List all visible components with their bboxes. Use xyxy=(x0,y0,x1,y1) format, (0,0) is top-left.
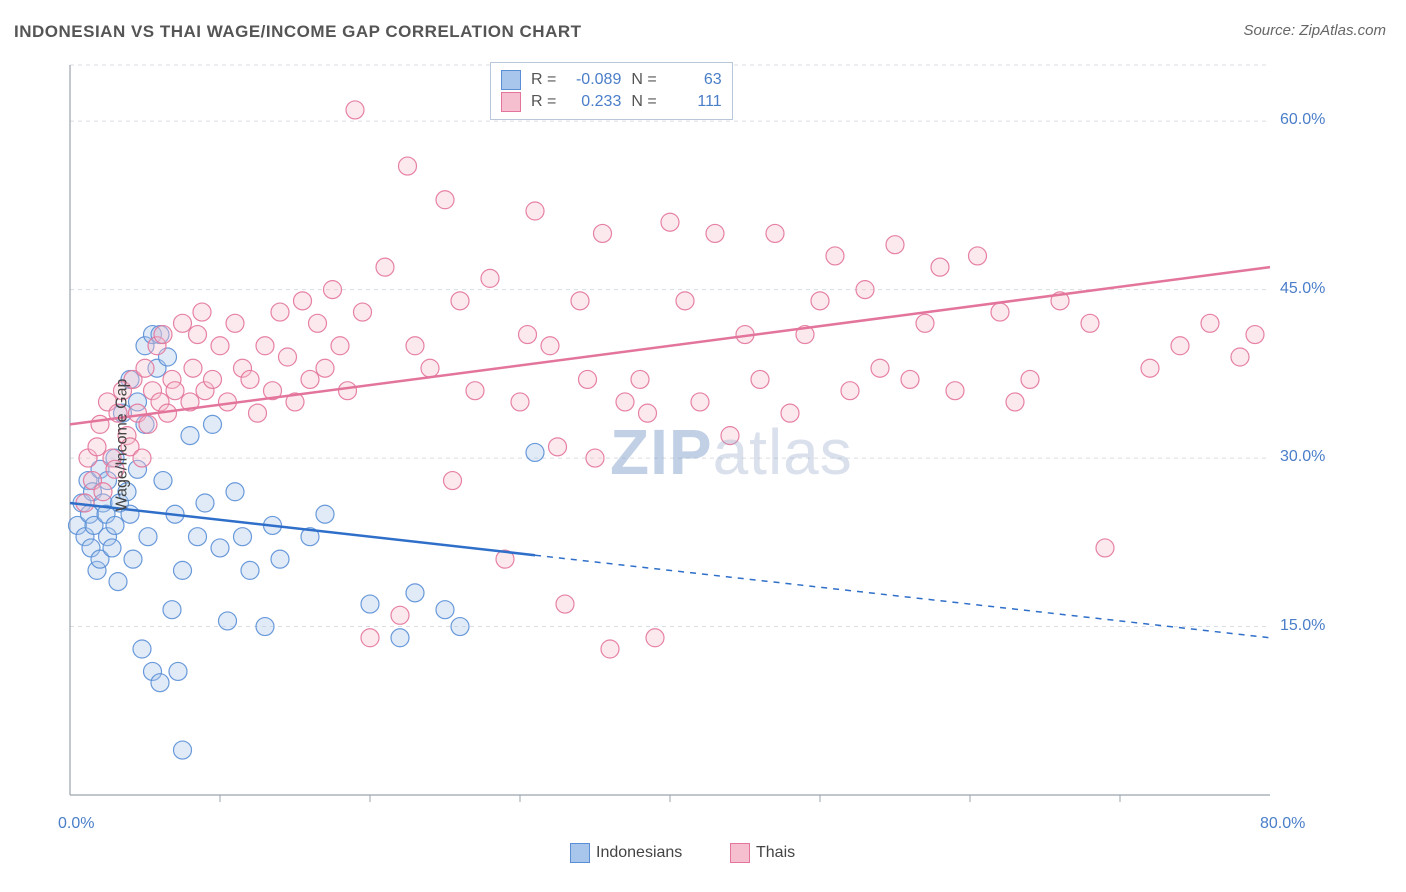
series-swatch-0 xyxy=(570,843,590,863)
tick-label: 45.0% xyxy=(1280,280,1325,298)
legend-n-val-1: 111 xyxy=(667,91,722,113)
legend-swatch-0 xyxy=(501,70,521,90)
chart-title: INDONESIAN VS THAI WAGE/INCOME GAP CORRE… xyxy=(14,22,582,42)
tick-label: 0.0% xyxy=(58,815,94,833)
tick-label: 60.0% xyxy=(1280,111,1325,129)
legend-r-val-1: 0.233 xyxy=(566,91,621,113)
y-axis-label: Wage/Income Gap xyxy=(113,379,131,512)
series-legend-0: Indonesians xyxy=(570,843,682,863)
tick-label: 80.0% xyxy=(1260,815,1305,833)
series-label-0: Indonesians xyxy=(596,844,682,862)
legend-r-label-1: R = xyxy=(531,91,556,113)
source-label: Source: ZipAtlas.com xyxy=(1243,22,1386,39)
legend-row-1: R = 0.233 N = 111 xyxy=(501,91,722,113)
chart-svg xyxy=(50,55,1340,835)
legend-n-val-0: 63 xyxy=(667,69,722,91)
legend-n-label-1: N = xyxy=(631,91,656,113)
legend-swatch-1 xyxy=(501,92,521,112)
legend-row-0: R = -0.089 N = 63 xyxy=(501,69,722,91)
correlation-legend: R = -0.089 N = 63 R = 0.233 N = 111 xyxy=(490,62,733,120)
tick-label: 30.0% xyxy=(1280,448,1325,466)
series-label-1: Thais xyxy=(756,844,795,862)
tick-label: 15.0% xyxy=(1280,617,1325,635)
series-swatch-1 xyxy=(730,843,750,863)
legend-r-label-0: R = xyxy=(531,69,556,91)
legend-r-val-0: -0.089 xyxy=(566,69,621,91)
series-legend-1: Thais xyxy=(730,843,795,863)
plot-area: Wage/Income Gap ZIPatlas xyxy=(50,55,1340,835)
legend-n-label-0: N = xyxy=(631,69,656,91)
